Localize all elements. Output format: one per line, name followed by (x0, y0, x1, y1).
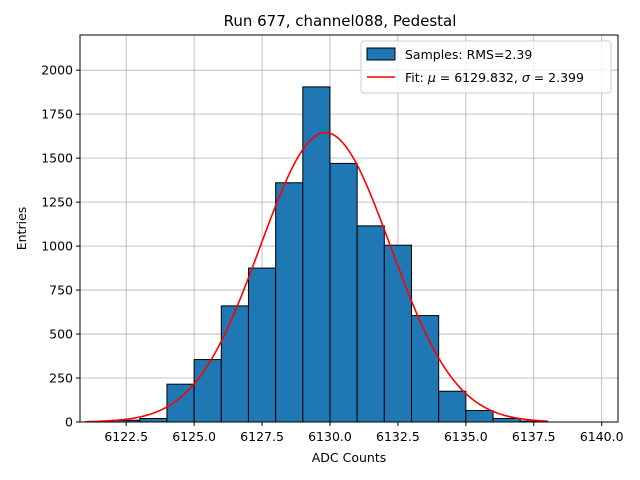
histogram-bar (465, 410, 494, 423)
y-tick-label: 1500 (41, 151, 73, 166)
x-tick-label: 6137.5 (512, 429, 556, 444)
histogram-bar (302, 86, 331, 423)
histogram-bar (220, 305, 249, 423)
legend-samples-swatch (366, 47, 396, 61)
histogram-bar (166, 383, 195, 423)
y-tick-label: 750 (49, 283, 73, 298)
y-tick-label: 1750 (41, 107, 73, 122)
histogram-bar (193, 359, 222, 423)
x-axis-label: ADC Counts (312, 450, 387, 465)
legend-fit-label: Fit: μ = 6129.832, σ = 2.399 (405, 70, 584, 85)
x-tick-label: 6135.0 (444, 429, 488, 444)
y-tick-label: 1000 (41, 239, 73, 254)
y-tick-label: 2000 (41, 63, 73, 78)
histogram-bar (275, 182, 304, 423)
x-tick-label: 6130.0 (308, 429, 352, 444)
histogram-bar (438, 390, 467, 423)
histogram-bar (139, 417, 168, 423)
histogram-bar (356, 225, 385, 423)
histogram-bar (383, 244, 412, 423)
legend-frame (360, 40, 612, 94)
x-axis-ticks: 6122.5 6125.0 6127.5 6130.0 6132.5 6135.0 6137… (104, 422, 624, 444)
plot-area-frame (79, 34, 619, 423)
y-tick-label: 250 (49, 371, 73, 386)
legend: Samples: RMS=2.39 Fit: μ = 6129.832, σ =… (360, 40, 612, 94)
x-tick-label: 6125.0 (172, 429, 216, 444)
legend-samples-label: Samples: RMS=2.39 (405, 47, 532, 62)
x-tick-label: 6122.5 (104, 429, 148, 444)
y-axis-label: Entries (14, 207, 29, 251)
histogram-bar (492, 417, 521, 423)
y-tick-label: 0 (65, 415, 73, 430)
y-tick-label: 1250 (41, 195, 73, 210)
x-tick-label: 6127.5 (240, 429, 284, 444)
y-axis-ticks: 0 250 500 750 1000 1250 1500 1750 2000 (41, 63, 80, 430)
chart-title: Run 677, channel088, Pedestal (224, 12, 457, 30)
x-tick-label: 6140.0 (580, 429, 624, 444)
histogram-bars (112, 86, 548, 423)
x-tick-label: 6132.5 (376, 429, 420, 444)
histogram-bar (247, 267, 277, 423)
histogram-bar (329, 162, 358, 423)
y-tick-label: 500 (49, 327, 73, 342)
fit-curve (85, 131, 548, 423)
